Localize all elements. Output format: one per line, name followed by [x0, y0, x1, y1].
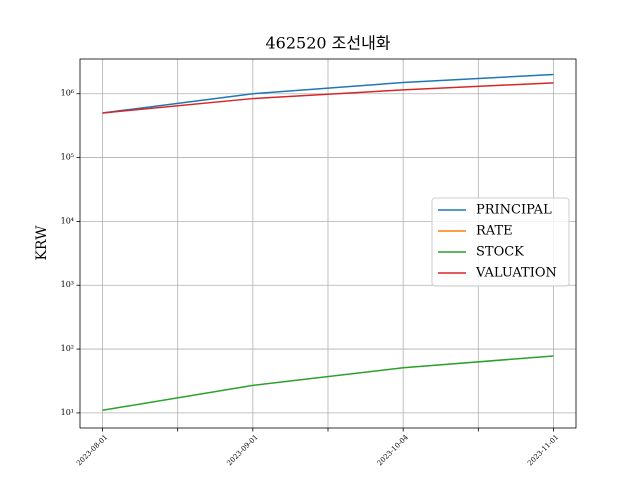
legend-label: RATE	[476, 224, 513, 239]
legend-label: VALUATION	[475, 266, 557, 281]
legend-box	[431, 197, 570, 287]
data-line	[102, 73, 554, 114]
y-tick-label: 10⁶	[61, 89, 74, 98]
chart-title: 462520 조선내화	[265, 34, 390, 53]
legend-label: STOCK	[476, 245, 524, 260]
y-tick-label: 10³	[61, 280, 74, 289]
data-line	[102, 82, 554, 114]
y-tick-label: 10⁴	[61, 216, 74, 225]
data-line	[102, 355, 554, 411]
y-tick-label: 10¹	[61, 408, 74, 417]
y-tick-label: 10²	[61, 344, 74, 353]
y-tick-label: 10⁵	[61, 153, 74, 162]
plot-frame	[79, 58, 577, 429]
legend-label: PRINCIPAL	[476, 203, 552, 218]
y-axis-label: KRW	[34, 225, 50, 261]
